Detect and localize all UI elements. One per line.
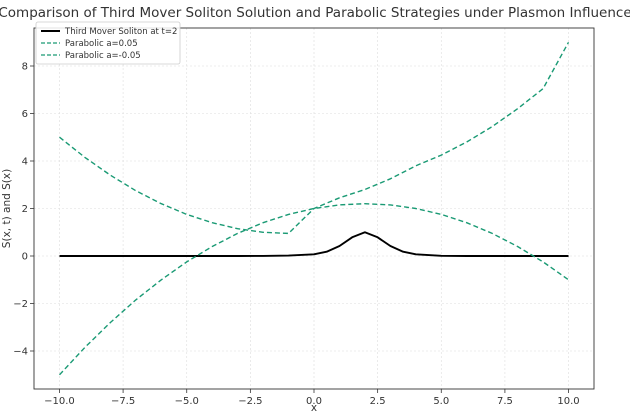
x-axis-label: x	[311, 402, 317, 414]
x-axis-ticks: −10.0 −7.5 −5.0 −2.5 0.0 2.5 5.0 7.5 10.0	[44, 389, 580, 407]
x-tick-label: 0.0	[306, 396, 322, 407]
legend-label: Parabolic a=0.05	[65, 39, 138, 49]
series-line-1	[59, 231, 569, 257]
y-tick-label: −2	[13, 299, 28, 310]
x-tick-label: −7.5	[111, 396, 135, 407]
legend-box	[35, 21, 181, 65]
series-line-3	[59, 41, 570, 235]
y-tick-label: 8	[22, 62, 28, 73]
y-axis-ticks: −4 −2 0 2 4 6 8	[13, 62, 34, 358]
y-tick-label: 0	[22, 252, 28, 263]
y-tick-label: 6	[22, 109, 28, 120]
x-tick-label: 5.0	[433, 396, 449, 407]
x-tick-label: 10.0	[557, 396, 579, 407]
series-line-2	[58, 202, 569, 376]
x-tick-label: −10.0	[44, 396, 75, 407]
grid-lines	[34, 28, 594, 389]
legend-label: Parabolic a=-0.05	[65, 51, 141, 61]
y-axis-label: S(x, t) and S(x)	[1, 169, 13, 248]
y-tick-label: 2	[22, 204, 28, 215]
legend: Third Mover Soliton at t=2 Parabolic a=0.…	[35, 21, 181, 65]
x-tick-label: 7.5	[497, 396, 513, 407]
y-tick-label: 4	[22, 157, 28, 168]
x-tick-label: −2.5	[238, 396, 262, 407]
legend-label: Third Mover Soliton at t=2	[64, 27, 177, 37]
x-tick-label: −5.0	[175, 396, 199, 407]
y-tick-label: −4	[13, 347, 28, 358]
chart-title: Comparison of Third Mover Soliton Soluti…	[0, 5, 630, 21]
plot-series	[58, 41, 570, 376]
x-tick-label: 2.5	[370, 396, 386, 407]
